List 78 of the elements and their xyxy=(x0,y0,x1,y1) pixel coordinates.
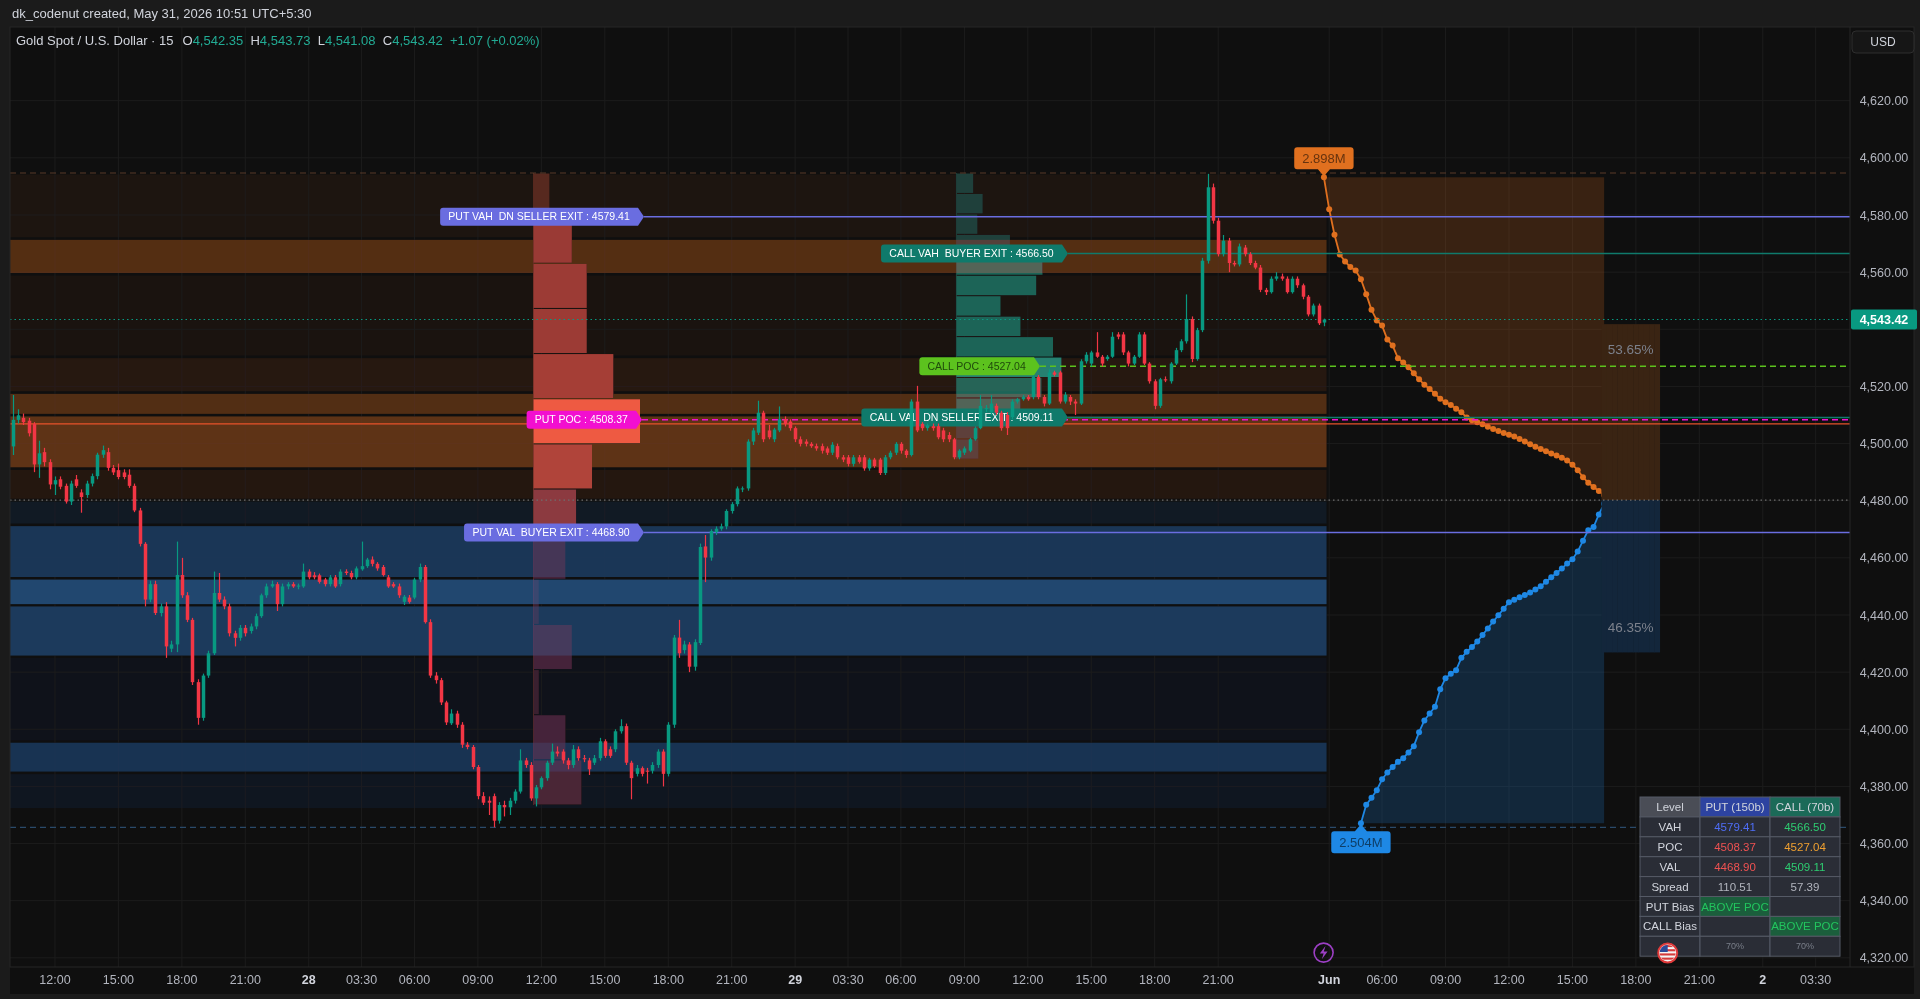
x-tick-label: 12:00 xyxy=(1493,973,1525,987)
x-tick-label: 12:00 xyxy=(1012,973,1044,987)
annotation: VAL xyxy=(1659,860,1682,873)
annotation: PUT Bias xyxy=(1645,900,1695,913)
y-tick-label: 4,520.00 xyxy=(1859,379,1909,394)
x-tick-label: 09:00 xyxy=(948,973,981,987)
annotation: 70% xyxy=(1795,941,1815,952)
x-tick-label: 15:00 xyxy=(589,973,621,987)
y-tick-label: 4,320.00 xyxy=(1859,951,1909,966)
annotation: 4509.11 xyxy=(1784,860,1826,873)
annotation: CALL Bias xyxy=(1643,920,1698,933)
x-tick-label: 12:00 xyxy=(525,973,558,987)
x-tick-label: 03:30 xyxy=(832,973,864,987)
x-tick-label: 2 xyxy=(1759,973,1767,987)
annotation: POC xyxy=(1657,840,1683,853)
annotation: 4579.41 xyxy=(1714,820,1756,833)
annotation: 57.39 xyxy=(1790,880,1820,893)
x-tick-label: 03:30 xyxy=(1799,973,1832,987)
ref-line-label: PUT VAH DN SELLER EXIT : 4579.41 xyxy=(448,210,630,223)
x-tick-label: 18:00 xyxy=(1620,973,1652,987)
x-tick-label: 15:00 xyxy=(102,973,135,987)
x-tick-label: 18:00 xyxy=(652,973,684,987)
ref-line-label: CALL VAH BUYER EXIT : 4566.50 xyxy=(889,247,1054,260)
x-tick-label: 03:30 xyxy=(345,973,378,987)
y-tick-label: 4,620.00 xyxy=(1859,94,1909,109)
x-tick-label: 28 xyxy=(301,973,316,987)
x-tick-label: 21:00 xyxy=(1202,973,1234,987)
x-tick-label: 15:00 xyxy=(1075,973,1107,987)
x-tick-label: 09:00 xyxy=(462,973,494,987)
x-tick-label: Jun xyxy=(1318,973,1341,987)
y-tick-label: 4,420.00 xyxy=(1859,665,1909,680)
x-tick-label: 18:00 xyxy=(1139,973,1171,987)
y-tick-label: 4,600.00 xyxy=(1859,151,1909,166)
text: Gold Spot / U.S. Dollar · 15 xyxy=(16,33,174,48)
x-tick-label: 21:00 xyxy=(1683,973,1715,987)
text: USD xyxy=(1870,35,1896,49)
annotation: CALL (70b) xyxy=(1775,801,1835,814)
text: O4,542.35 H4,543.73 L4,541.08 C4,543.42 +1.07 (+0.02%) xyxy=(182,33,540,48)
series-label: 2.504M xyxy=(1339,834,1383,850)
ref-line-label: 4,543.42 xyxy=(1859,313,1909,328)
x-tick-label: 21:00 xyxy=(229,973,261,987)
annotation: VAH xyxy=(1658,820,1682,833)
ref-line-label: PUT POC : 4508.37 xyxy=(534,413,629,426)
annotation: Spread xyxy=(1651,880,1689,893)
annotation: Level xyxy=(1656,801,1684,814)
annotation: ABOVE POC xyxy=(1701,900,1769,913)
y-tick-label: 4,380.00 xyxy=(1859,779,1909,794)
annotation: 70% xyxy=(1725,941,1745,952)
x-tick-label: 15:00 xyxy=(1556,973,1589,987)
y-tick-label: 4,560.00 xyxy=(1859,265,1909,280)
x-tick-label: 09:00 xyxy=(1429,973,1462,987)
series-label: 2.898M xyxy=(1302,150,1346,166)
ref-line-label: CALL POC : 4527.04 xyxy=(927,360,1026,373)
x-tick-label: 21:00 xyxy=(716,973,748,987)
y-tick-label: 4,460.00 xyxy=(1859,551,1909,566)
y-tick-label: 4,480.00 xyxy=(1859,494,1909,509)
annotation: 110.51 xyxy=(1717,880,1753,893)
y-tick-label: 4,440.00 xyxy=(1859,608,1909,623)
y-tick-label: 4,360.00 xyxy=(1859,837,1909,852)
x-tick-label: 06:00 xyxy=(1366,973,1398,987)
annotation: 4508.37 xyxy=(1714,840,1756,853)
x-tick-label: 18:00 xyxy=(166,973,198,987)
annotation: ABOVE POC xyxy=(1771,920,1839,933)
annotation: 4468.90 xyxy=(1714,860,1756,873)
x-tick-label: 29 xyxy=(788,973,803,987)
x-tick-label: 06:00 xyxy=(398,973,431,987)
x-tick-label: 12:00 xyxy=(39,973,71,987)
text: dk_codenut created, May 31, 2026 10:51 UTC+5:30 xyxy=(12,6,312,21)
annotation: 4566.50 xyxy=(1784,820,1826,833)
ref-line-label: PUT VAL BUYER EXIT : 4468.90 xyxy=(472,526,630,539)
y-tick-label: 4,400.00 xyxy=(1859,722,1909,737)
y-tick-label: 4,500.00 xyxy=(1859,437,1909,452)
annotation: 4527.04 xyxy=(1784,840,1827,853)
x-tick-label: 06:00 xyxy=(885,973,917,987)
y-tick-label: 4,580.00 xyxy=(1859,208,1909,223)
y-tick-label: 4,340.00 xyxy=(1859,894,1909,909)
annotation: PUT (150b) xyxy=(1705,801,1765,814)
series-label: 46.35% xyxy=(1607,620,1654,636)
